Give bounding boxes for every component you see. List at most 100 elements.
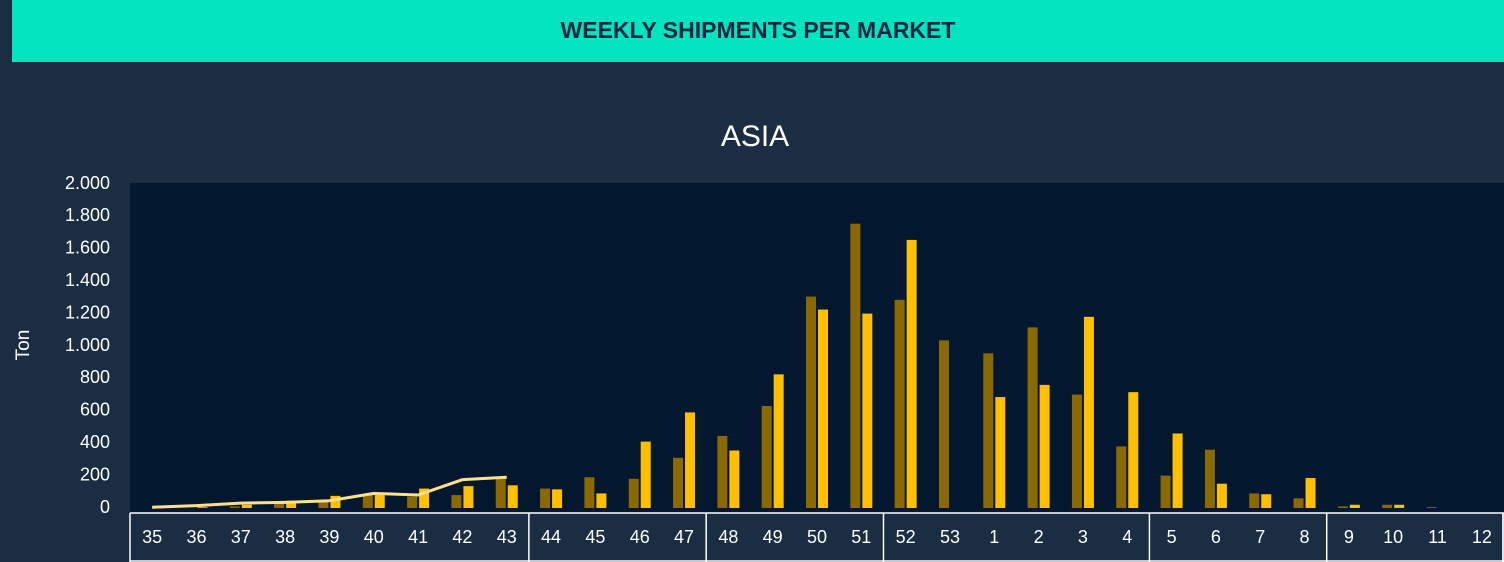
bar — [773, 374, 784, 508]
y-axis-label: Ton — [13, 330, 34, 361]
bar — [596, 493, 607, 508]
x-tick-label: 9 — [1344, 527, 1354, 547]
bar — [552, 489, 563, 508]
bar — [197, 507, 208, 508]
bar — [1349, 504, 1360, 508]
bar — [640, 441, 651, 508]
x-tick-label: 42 — [452, 527, 472, 547]
bar — [374, 495, 385, 508]
x-tick-label: 53 — [940, 527, 960, 547]
x-tick-label: 48 — [718, 527, 738, 547]
y-tick-label: 2.000 — [65, 173, 110, 193]
bar — [983, 353, 994, 508]
bar — [1160, 475, 1171, 508]
bar — [862, 313, 873, 508]
bar — [318, 501, 329, 508]
x-tick-label: 8 — [1300, 527, 1310, 547]
bar — [495, 478, 506, 508]
y-tick-label: 1.800 — [65, 205, 110, 225]
x-tick-label: 38 — [275, 527, 295, 547]
bar — [1116, 446, 1127, 508]
line-series — [152, 475, 507, 509]
bar — [274, 503, 285, 508]
y-tick-label: 600 — [80, 400, 110, 420]
y-tick-label: 400 — [80, 432, 110, 452]
y-tick-label: 1.000 — [65, 335, 110, 355]
x-tick-label: 10 — [1383, 527, 1403, 547]
x-tick-label: 4 — [1122, 527, 1132, 547]
bar — [330, 495, 341, 508]
bar — [1204, 449, 1215, 508]
y-tick-label: 800 — [80, 367, 110, 387]
chart-title: ASIA — [721, 120, 789, 153]
bar — [1071, 394, 1082, 508]
bar — [286, 500, 297, 508]
bar — [229, 506, 240, 508]
bar — [685, 412, 696, 508]
bar — [729, 450, 740, 508]
bar — [1216, 483, 1227, 508]
bar — [806, 296, 816, 508]
x-tick-label: 35 — [142, 527, 162, 547]
bar — [1293, 498, 1304, 508]
x-tick-label: 44 — [541, 527, 561, 547]
bar — [362, 495, 373, 508]
x-tick-label: 52 — [896, 527, 916, 547]
x-tick-label: 43 — [497, 527, 517, 547]
x-tick-label: 40 — [364, 527, 384, 547]
bar — [1083, 316, 1094, 508]
plot-area — [130, 183, 1504, 513]
bar — [673, 457, 684, 508]
bar — [938, 340, 949, 508]
x-tick-label: 7 — [1255, 527, 1265, 547]
x-tick-label: 1 — [989, 527, 999, 547]
bar — [906, 239, 917, 508]
bar — [1249, 493, 1260, 508]
x-tick-label: 37 — [231, 527, 251, 547]
x-tick-label: 11 — [1428, 527, 1447, 547]
bar — [451, 495, 462, 508]
bar — [894, 299, 905, 508]
x-tick-label: 46 — [630, 527, 650, 547]
y-tick-label: 0 — [100, 497, 110, 517]
x-tick-label: 3 — [1078, 527, 1088, 547]
bar — [1426, 507, 1437, 508]
x-tick-label: 36 — [186, 527, 206, 547]
x-tick-label: 5 — [1167, 527, 1177, 547]
x-tick-label: 6 — [1211, 527, 1221, 547]
x-tick-label: 39 — [319, 527, 339, 547]
x-tick-label: 2 — [1034, 527, 1044, 547]
bar — [1039, 384, 1050, 508]
bar — [1128, 392, 1139, 508]
header-bar — [12, 0, 1504, 62]
bar — [540, 488, 551, 508]
bar — [507, 485, 518, 508]
bar — [584, 477, 595, 508]
bar — [1382, 504, 1393, 508]
bar — [1261, 494, 1272, 508]
x-tick-label: 50 — [807, 527, 827, 547]
bar — [463, 486, 474, 508]
bar — [1172, 433, 1183, 508]
bar — [818, 309, 828, 508]
bar — [628, 478, 639, 508]
x-tick-label: 49 — [763, 527, 783, 547]
bar — [1394, 504, 1405, 508]
y-tick-label: 1.200 — [65, 302, 110, 322]
bar — [419, 488, 430, 508]
bar — [1027, 327, 1038, 508]
bar — [717, 435, 728, 508]
y-tick-label: 200 — [80, 464, 110, 484]
y-tick-label: 1.600 — [65, 238, 110, 258]
bar — [1337, 506, 1348, 508]
header-title: WEEKLY SHIPMENTS PER MARKET — [561, 17, 956, 43]
bar — [850, 223, 861, 508]
x-tick-label: 47 — [674, 527, 694, 547]
x-tick-label: 12 — [1472, 527, 1492, 547]
x-tick-label: 51 — [851, 527, 871, 547]
bar — [761, 405, 772, 508]
bar — [241, 504, 252, 508]
bar — [1305, 478, 1316, 508]
bar — [995, 397, 1006, 508]
